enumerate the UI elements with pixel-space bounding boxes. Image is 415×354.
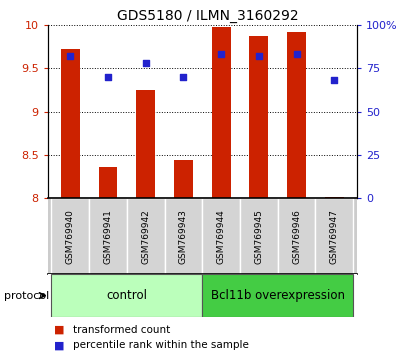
Text: transformed count: transformed count <box>73 325 170 335</box>
Bar <box>249 36 268 198</box>
Point <box>180 74 187 80</box>
Bar <box>61 49 80 198</box>
Bar <box>203 198 240 274</box>
Point <box>105 74 111 80</box>
Bar <box>51 274 203 317</box>
Text: GSM769940: GSM769940 <box>66 209 75 264</box>
Text: GSM769943: GSM769943 <box>179 209 188 264</box>
Bar <box>278 198 315 274</box>
Text: GSM769945: GSM769945 <box>254 209 264 264</box>
Text: GSM769944: GSM769944 <box>217 209 226 264</box>
Text: percentile rank within the sample: percentile rank within the sample <box>73 340 249 350</box>
Bar <box>51 198 89 274</box>
Text: GSM769942: GSM769942 <box>141 209 150 264</box>
Bar <box>240 198 278 274</box>
Point <box>293 51 300 57</box>
Text: ■: ■ <box>54 325 64 335</box>
Bar <box>315 198 353 274</box>
Text: GSM769946: GSM769946 <box>292 209 301 264</box>
Bar <box>137 90 155 198</box>
Point <box>256 53 262 59</box>
Bar <box>287 32 306 198</box>
Text: GDS5180 / ILMN_3160292: GDS5180 / ILMN_3160292 <box>117 9 298 23</box>
Text: ■: ■ <box>54 340 64 350</box>
Text: Bcl11b overexpression: Bcl11b overexpression <box>211 289 345 302</box>
Bar <box>165 198 203 274</box>
Bar <box>203 274 353 317</box>
Bar <box>127 198 165 274</box>
Bar <box>174 160 193 198</box>
Point <box>142 60 149 66</box>
Text: GSM769941: GSM769941 <box>104 209 112 264</box>
Bar <box>89 198 127 274</box>
Point <box>218 51 225 57</box>
Text: GSM769947: GSM769947 <box>330 209 339 264</box>
Text: protocol: protocol <box>4 291 49 301</box>
Point <box>67 53 74 59</box>
Bar <box>212 27 231 198</box>
Point <box>331 78 337 83</box>
Bar <box>99 167 117 198</box>
Text: control: control <box>106 289 147 302</box>
Bar <box>325 196 344 198</box>
